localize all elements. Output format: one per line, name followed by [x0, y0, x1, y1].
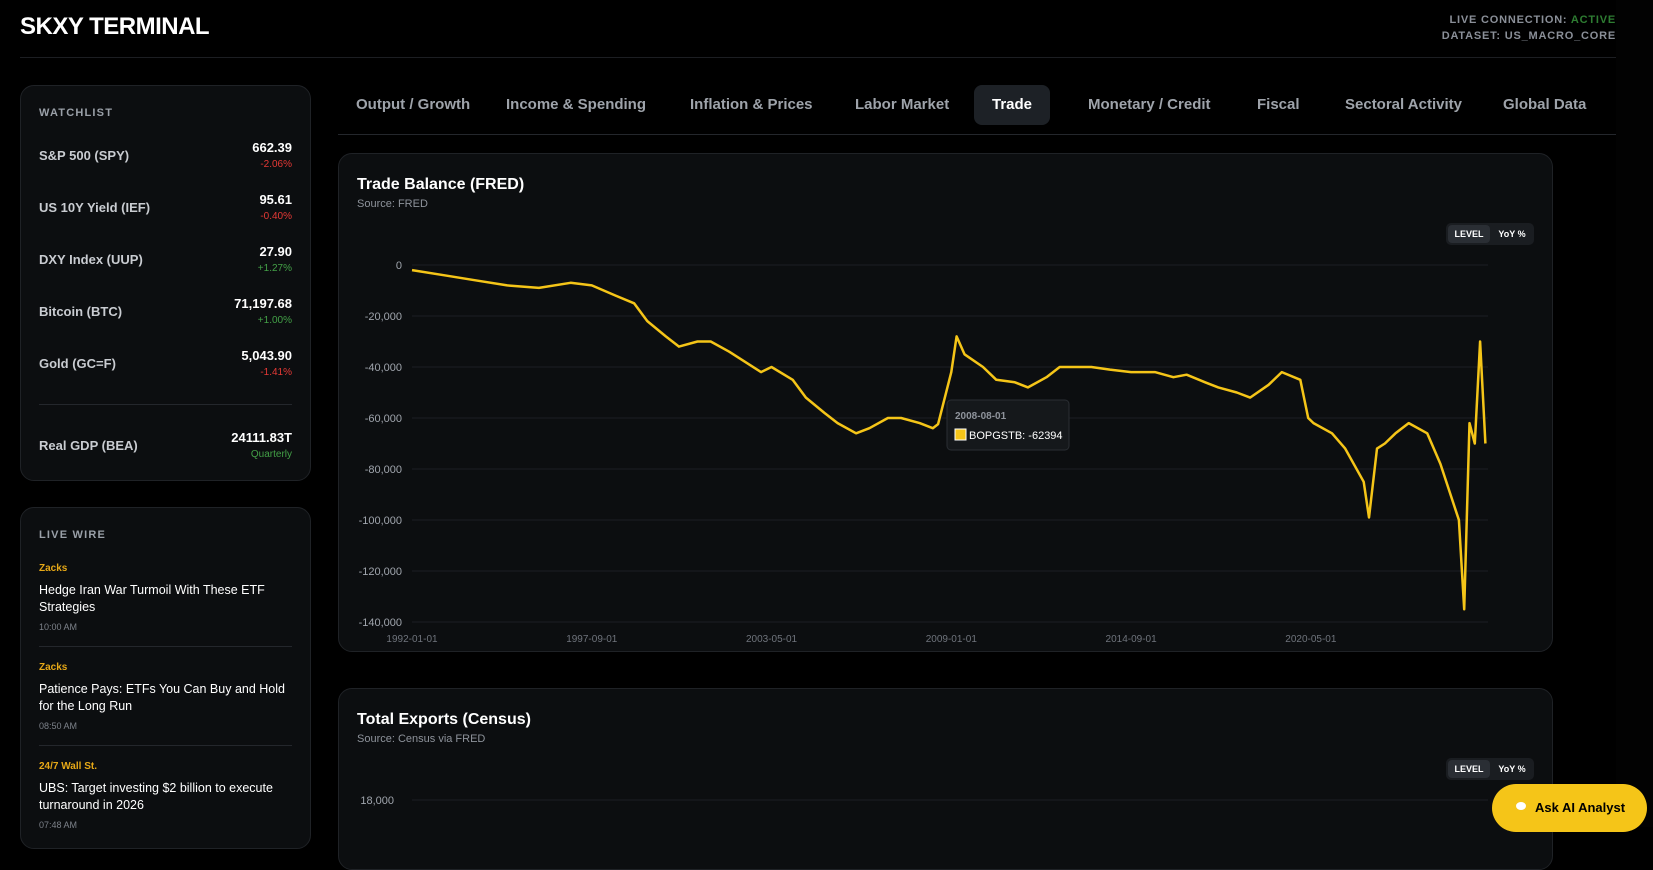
- series-line: [411, 268, 1487, 611]
- tooltip-box: [946, 399, 1070, 451]
- tooltip-swatch: [954, 428, 967, 441]
- tab-fiscal[interactable]: Fiscal: [1257, 96, 1300, 113]
- brand-logo: SKXY TERMINAL: [20, 13, 210, 40]
- watchlist-title: WATCHLIST: [39, 107, 114, 119]
- watchlist-name: US 10Y Yield (IEF): [39, 200, 151, 215]
- watchlist-change: +1.27%: [257, 263, 292, 274]
- news-source: Zacks: [39, 563, 68, 574]
- level-yoy-toggle: LEVEL YoY %: [1446, 223, 1534, 245]
- chart-tooltip: 2008-08-01 BOPGSTB: -62394: [946, 399, 1070, 451]
- news-headline[interactable]: Hedge Iran War Turmoil With These ETF St…: [39, 583, 265, 614]
- chart-title: Trade Balance (FRED): [357, 176, 525, 193]
- page-scrollbar[interactable]: [1616, 0, 1653, 827]
- yoy-toggle-button[interactable]: YoY %: [1498, 764, 1526, 774]
- x-tick-label: 1997-09-01: [566, 634, 618, 645]
- news-headline[interactable]: UBS: Target investing $2 billion to exec…: [39, 781, 273, 812]
- watchlist-name: S&P 500 (SPY): [39, 148, 130, 163]
- watchlist-change: +1.00%: [257, 315, 292, 326]
- tab-sectoral-activity[interactable]: Sectoral Activity: [1345, 96, 1462, 113]
- livewire-title: LIVE WIRE: [39, 529, 107, 541]
- watchlist-name: DXY Index (UUP): [39, 252, 143, 267]
- tooltip-date: 2008-08-01: [955, 411, 1007, 422]
- watchlist-row[interactable]: Bitcoin (BTC) 71,197.68 +1.00%: [39, 292, 292, 332]
- y-tick-label: -120,000: [359, 566, 402, 578]
- watchlist-row[interactable]: US 10Y Yield (IEF) 95.61 -0.40%: [39, 188, 292, 228]
- gdp-value: 24111.83T: [231, 430, 292, 445]
- tab-global-data[interactable]: Global Data: [1503, 96, 1587, 113]
- watchlist-price: 5,043.90: [241, 348, 292, 363]
- tab-output-growth[interactable]: Output / Growth: [356, 96, 471, 113]
- livewire-panel: LIVE WIRE Zacks Hedge Iran War Turmoil W…: [20, 507, 311, 849]
- ask-ai-analyst-button[interactable]: Ask AI Analyst: [1492, 784, 1647, 832]
- y-tick-label: -140,000: [359, 617, 402, 629]
- tab-trade[interactable]: Trade: [974, 85, 1051, 125]
- chart-source: Source: Census via FRED: [357, 733, 486, 745]
- news-item[interactable]: Zacks Hedge Iran War Turmoil With These …: [39, 563, 292, 632]
- watchlist-price: 27.90: [259, 244, 292, 259]
- dataset-label: DATASET: US_MACRO_CORE: [1441, 30, 1616, 42]
- tab-inflation-prices[interactable]: Inflation & Prices: [690, 96, 813, 113]
- connection-active-badge: ACTIVE: [1570, 14, 1616, 26]
- level-toggle-button[interactable]: LEVEL: [1448, 760, 1490, 778]
- top-bar: SKXY TERMINAL LIVE CONNECTION: ACTIVE DA…: [20, 0, 1616, 58]
- y-tick-label: 18,000: [360, 795, 394, 807]
- watchlist-divider: [39, 404, 292, 405]
- chat-bubble-icon: [1516, 802, 1526, 810]
- watchlist-change: -1.41%: [260, 367, 292, 378]
- ask-ai-label: Ask AI Analyst: [1535, 800, 1626, 815]
- x-tick-label: 2009-01-01: [926, 634, 978, 645]
- gdp-name: Real GDP (BEA): [39, 438, 138, 453]
- tooltip-value: BOPGSTB: -62394: [969, 430, 1063, 442]
- y-tick-label: 0: [396, 260, 402, 272]
- tab-labor-market[interactable]: Labor Market: [855, 96, 950, 113]
- y-tick-label: -60,000: [365, 413, 402, 425]
- gdp-row[interactable]: Real GDP (BEA) 24111.83T Quarterly: [39, 426, 292, 466]
- watchlist-row[interactable]: DXY Index (UUP) 27.90 +1.27%: [39, 240, 292, 280]
- watchlist-panel: WATCHLIST S&P 500 (SPY) 662.39 -2.06% US…: [20, 85, 311, 481]
- news-time: 07:48 AM: [39, 820, 78, 830]
- gdp-frequency: Quarterly: [250, 449, 292, 460]
- y-tick-label: -40,000: [365, 362, 402, 374]
- y-tick-label: -20,000: [365, 311, 402, 323]
- watchlist-change: -2.06%: [260, 159, 292, 170]
- chart-source: Source: FRED: [357, 198, 428, 210]
- news-time: 10:00 AM: [39, 622, 78, 632]
- chart-title: Total Exports (Census): [357, 711, 531, 728]
- watchlist-name: Gold (GC=F): [39, 356, 116, 371]
- tab-income-spending[interactable]: Income & Spending: [506, 96, 647, 113]
- x-tick-label: 2003-05-01: [746, 634, 798, 645]
- total-exports-card: Total Exports (Census) Source: Census vi…: [338, 688, 1553, 870]
- watchlist-row[interactable]: S&P 500 (SPY) 662.39 -2.06%: [39, 136, 292, 176]
- total-exports-chart[interactable]: 18,000: [339, 689, 1552, 869]
- news-source: Zacks: [39, 662, 68, 673]
- watchlist-change: -0.40%: [260, 211, 292, 222]
- news-divider: [39, 646, 292, 647]
- connection-status: LIVE CONNECTION: ACTIVE DATASET: US_MACR…: [1442, 12, 1616, 44]
- tab-monetary-credit[interactable]: Monetary / Credit: [1088, 96, 1211, 113]
- category-tabs: Output / Growth Income & Spending Inflat…: [338, 85, 1616, 135]
- y-tick-label: -100,000: [359, 515, 402, 527]
- trade-balance-card: Trade Balance (FRED) Source: FRED LEVEL …: [338, 153, 1553, 652]
- watchlist-name: Bitcoin (BTC): [39, 304, 123, 319]
- watchlist-price: 662.39: [252, 140, 292, 155]
- news-item[interactable]: 24/7 Wall St. UBS: Target investing $2 b…: [39, 761, 292, 830]
- news-divider: [39, 745, 292, 746]
- x-tick-label: 2020-05-01: [1285, 634, 1337, 645]
- news-item[interactable]: Zacks Patience Pays: ETFs You Can Buy an…: [39, 662, 292, 731]
- connection-label: LIVE CONNECTION:: [1449, 14, 1568, 26]
- trade-balance-chart[interactable]: 0 -20,000 -40,000 -60,000 -80,000 -100,000 -12…: [339, 154, 1552, 651]
- news-time: 08:50 AM: [39, 721, 78, 731]
- watchlist-row[interactable]: Gold (GC=F) 5,043.90 -1.41%: [39, 344, 292, 384]
- y-tick-label: -80,000: [365, 464, 402, 476]
- level-toggle-button[interactable]: LEVEL: [1448, 225, 1490, 243]
- watchlist-price: 71,197.68: [234, 296, 292, 311]
- watchlist-price: 95.61: [259, 192, 292, 207]
- news-headline[interactable]: Patience Pays: ETFs You Can Buy and Hold…: [39, 682, 285, 713]
- x-tick-label: 2014-09-01: [1106, 634, 1158, 645]
- level-yoy-toggle: LEVEL YoY %: [1446, 758, 1534, 780]
- yoy-toggle-button[interactable]: YoY %: [1498, 229, 1526, 239]
- news-source: 24/7 Wall St.: [39, 761, 97, 772]
- x-tick-label: 1992-01-01: [386, 634, 438, 645]
